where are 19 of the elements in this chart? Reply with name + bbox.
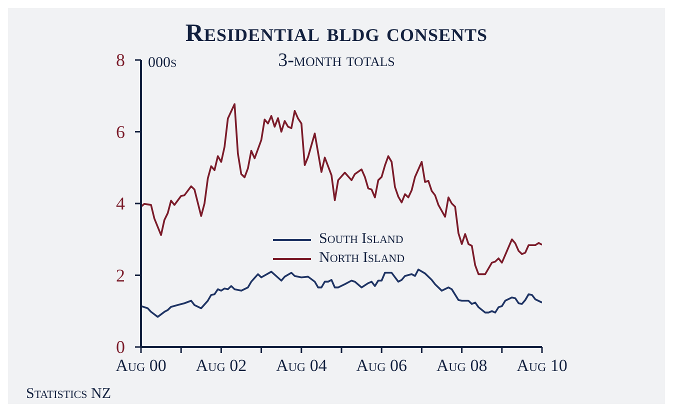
y-tick-label: 4 [116,194,125,214]
chart-subtitle: 3-month totals [278,50,395,71]
x-tick-label: Aug 04 [276,356,328,375]
y-tick-label: 6 [116,122,125,142]
x-tick-label: Aug 06 [356,356,408,375]
line-series [141,103,542,276]
x-tick-label: Aug 00 [116,356,166,375]
y-axis-title: 000s [148,55,177,72]
legend-label: North Island [319,250,405,267]
line-series [141,268,542,318]
x-tick-label: Aug 02 [196,356,247,375]
x-tick-label: Aug 10 [516,356,568,375]
y-tick-label: 0 [116,337,125,357]
text: Statistics NZ [26,386,111,403]
y-tick-label: 8 [116,50,125,70]
y-tick-label: 2 [116,265,125,286]
chart-title: Residential bldg consents [184,20,489,48]
x-tick-label: Aug 08 [436,356,488,375]
legend-label: South Island [319,231,404,248]
